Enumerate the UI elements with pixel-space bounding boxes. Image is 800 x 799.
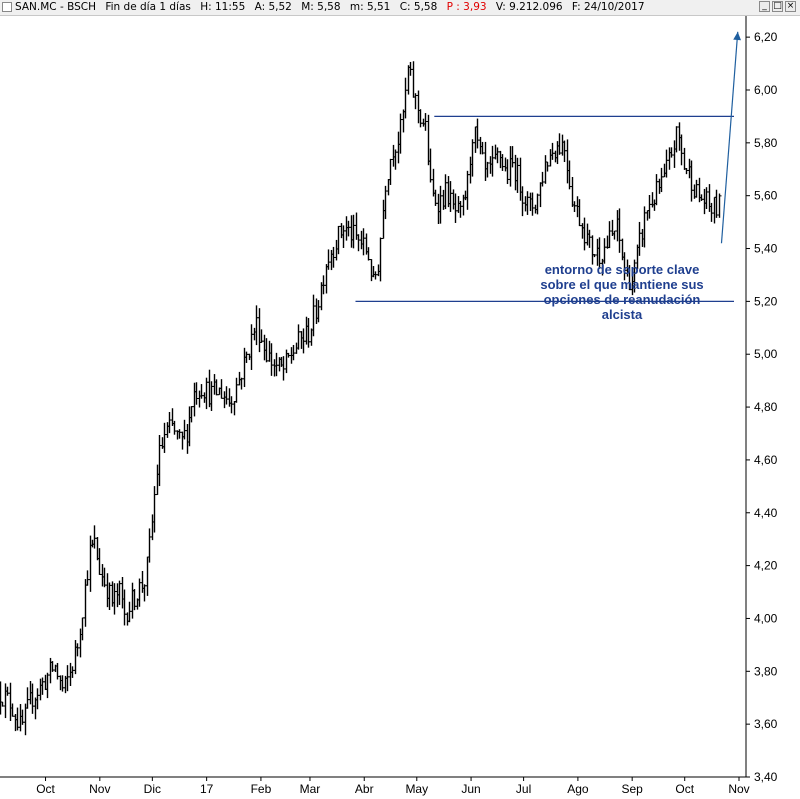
window-controls: _ □ ×: [759, 1, 796, 12]
annotation-text: alcista: [602, 307, 643, 322]
x-tick-label: Nov: [89, 782, 110, 796]
quote-info: SAN.MC - BSCH Fin de día 1 días H: 11:55…: [15, 0, 645, 15]
forecast-arrow: [720, 31, 739, 244]
y-tick-label: 5,60: [754, 189, 778, 203]
high-label: M: 5,58: [301, 1, 341, 13]
x-tick-label: Ago: [567, 782, 589, 796]
y-tick-label: 5,20: [754, 294, 778, 308]
y-tick-label: 5,00: [754, 347, 778, 361]
annotation-text: entorno de soporte clave: [545, 262, 700, 277]
y-tick-label: 4,60: [754, 453, 778, 467]
x-tick-label: 17: [200, 782, 214, 796]
close-button[interactable]: ×: [785, 1, 796, 12]
x-tick-label: Jun: [461, 782, 480, 796]
symbol-label: SAN.MC - BSCH: [15, 1, 97, 13]
x-tick-label: May: [405, 782, 428, 796]
x-tick-label: Oct: [36, 782, 55, 796]
window-icon: [2, 2, 12, 12]
volume-label: V: 9.212.096: [495, 1, 563, 13]
forecast-arrowhead: [733, 31, 742, 41]
x-tick-label: Abr: [355, 782, 374, 796]
y-tick-label: 5,80: [754, 136, 778, 150]
date-label: F: 24/10/2017: [571, 1, 645, 13]
y-tick-label: 6,00: [754, 83, 778, 97]
y-tick-label: 4,20: [754, 559, 778, 573]
hour-label: H: 11:55: [200, 1, 246, 13]
y-tick-label: 3,60: [754, 717, 778, 731]
annotation-text: sobre el que mantiene sus: [540, 277, 703, 292]
x-tick-label: Oct: [675, 782, 694, 796]
y-tick-label: 3,80: [754, 664, 778, 678]
change-label: P : 3,93: [446, 1, 487, 13]
price-chart: 6,20 6,00 5,80 5,60 5,40 5,20 5,00 4,80 4,60 4,40…: [0, 16, 778, 796]
y-tick-label: 3,40: [754, 770, 778, 784]
maximize-button[interactable]: □: [772, 1, 783, 12]
x-tick-label: Dic: [144, 782, 161, 796]
x-tick-label: Feb: [251, 782, 272, 796]
x-tick-label: Mar: [300, 782, 321, 796]
y-tick-label: 4,80: [754, 400, 778, 414]
open-label: A: 5,52: [254, 1, 292, 13]
period-label: Fin de día 1 días: [105, 1, 191, 13]
annotation-text: opciones de reanudación: [544, 292, 701, 307]
y-tick-label: 6,20: [754, 30, 778, 44]
title-bar: SAN.MC - BSCH Fin de día 1 días H: 11:55…: [0, 0, 800, 16]
y-tick-label: 5,40: [754, 242, 778, 256]
close-label: C: 5,58: [399, 1, 438, 13]
low-label: m: 5,51: [349, 1, 391, 13]
x-tick-label: Nov: [728, 782, 749, 796]
minimize-button[interactable]: _: [759, 1, 770, 12]
y-tick-label: 4,40: [754, 506, 778, 520]
y-tick-label: 4,00: [754, 611, 778, 625]
x-tick-label: Jul: [516, 782, 531, 796]
x-tick-label: Sep: [621, 782, 643, 796]
